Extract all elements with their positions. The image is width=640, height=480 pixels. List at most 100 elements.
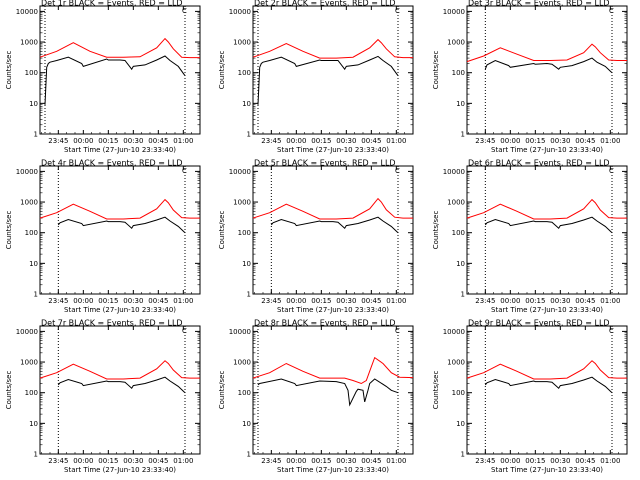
x-tick-label: 01:00 — [386, 137, 406, 145]
x-tick-label: 00:30 — [550, 137, 570, 145]
y-tick-label: 10 — [456, 260, 465, 268]
x-tick-label: 01:00 — [600, 457, 620, 465]
x-tick-label: 00:00 — [73, 457, 93, 465]
x-tick-label: 00:15 — [98, 297, 118, 305]
x-tick-label: 01:00 — [173, 457, 193, 465]
y-axis-label: Counts/sec — [5, 211, 13, 250]
plot-frame — [466, 325, 628, 455]
x-axis-label: Start Time (27-Jun-10 23:33:40) — [491, 306, 603, 314]
x-tick-label: 00:30 — [550, 297, 570, 305]
y-axis-label: Counts/sec — [218, 371, 226, 410]
x-tick-label: 01:00 — [173, 297, 193, 305]
x-tick-label: 00:15 — [525, 457, 545, 465]
x-tick-label: 00:15 — [311, 457, 331, 465]
events-series-line — [270, 216, 399, 234]
x-tick-label: 00:30 — [123, 137, 143, 145]
x-tick-label: 01:00 — [386, 297, 406, 305]
panel-title: Det 6r BLACK = Events, RED = LLD — [468, 159, 610, 168]
x-tick-label: 23:45 — [261, 297, 281, 305]
x-tick-label: 00:45 — [361, 297, 381, 305]
x-axis-label: Start Time (27-Jun-10 23:33:40) — [277, 306, 389, 314]
x-tick-label: 00:00 — [286, 137, 306, 145]
x-tick-label: 01:00 — [600, 297, 620, 305]
x-tick-label: 00:00 — [500, 137, 520, 145]
x-axis-label: Start Time (27-Jun-10 23:33:40) — [64, 306, 176, 314]
x-tick-label: 01:00 — [600, 137, 620, 145]
plot-frame — [252, 5, 414, 135]
y-tick-label: 10 — [242, 420, 251, 428]
corner-mark: C — [182, 7, 187, 15]
x-tick-label: 00:45 — [575, 457, 595, 465]
y-tick-label: 10000 — [229, 328, 251, 336]
x-tick-label: 23:45 — [475, 137, 495, 145]
y-tick-label: 1000 — [447, 359, 465, 367]
y-tick-label: 1 — [461, 451, 465, 459]
y-axis-label: Counts/sec — [218, 211, 226, 250]
y-tick-label: 100 — [452, 69, 465, 77]
y-tick-label: 10 — [242, 260, 251, 268]
events-series-line — [484, 57, 613, 74]
panel-title: Det 2r BLACK = Events, RED = LLD — [254, 0, 396, 8]
y-tick-label: 1000 — [233, 199, 251, 207]
x-tick-label: 01:00 — [173, 137, 193, 145]
x-tick-label: 00:15 — [98, 457, 118, 465]
y-axis-label: Counts/sec — [432, 51, 440, 90]
corner-mark: C — [609, 167, 614, 175]
y-tick-label: 10 — [29, 420, 38, 428]
events-series-line — [44, 55, 186, 105]
lld-series-line — [466, 360, 627, 380]
y-tick-label: 1000 — [447, 39, 465, 47]
x-tick-label: 23:45 — [48, 297, 68, 305]
x-tick-label: 00:30 — [550, 457, 570, 465]
corner-mark: C — [609, 327, 614, 335]
panel-title: Det 8r BLACK = Events, RED = LLD — [254, 319, 396, 328]
y-tick-label: 10000 — [229, 8, 251, 16]
y-tick-label: 100 — [452, 389, 465, 397]
panel-title: Det 5r BLACK = Events, RED = LLD — [254, 159, 396, 168]
plot-frame — [466, 165, 628, 295]
x-tick-label: 00:15 — [311, 137, 331, 145]
y-tick-label: 1000 — [20, 39, 38, 47]
plot-frame — [252, 325, 414, 455]
y-tick-label: 100 — [238, 69, 251, 77]
x-tick-label: 00:00 — [286, 457, 306, 465]
y-axis-label: Counts/sec — [5, 51, 13, 90]
x-tick-label: 00:45 — [361, 457, 381, 465]
y-tick-label: 1 — [247, 451, 251, 459]
corner-mark: C — [395, 7, 400, 15]
x-tick-label: 00:30 — [336, 137, 356, 145]
x-tick-label: 00:30 — [336, 457, 356, 465]
y-tick-label: 10000 — [16, 8, 38, 16]
y-tick-label: 1 — [247, 131, 251, 139]
y-axis-label: Counts/sec — [218, 51, 226, 90]
corner-mark: C — [395, 167, 400, 175]
y-tick-label: 1 — [34, 131, 38, 139]
x-tick-label: 00:15 — [525, 297, 545, 305]
y-axis-label: Counts/sec — [432, 211, 440, 250]
x-axis-label: Start Time (27-Jun-10 23:33:40) — [491, 466, 603, 474]
y-tick-label: 10 — [29, 100, 38, 108]
x-axis-label: Start Time (27-Jun-10 23:33:40) — [64, 466, 176, 474]
x-tick-label: 00:00 — [286, 297, 306, 305]
x-tick-label: 23:45 — [475, 457, 495, 465]
y-tick-label: 1 — [247, 291, 251, 299]
corner-mark: C — [182, 327, 187, 335]
panel-title: Det 3r BLACK = Events, RED = LLD — [468, 0, 610, 8]
x-tick-label: 23:45 — [261, 457, 281, 465]
x-tick-label: 00:30 — [123, 297, 143, 305]
y-tick-label: 10000 — [443, 168, 465, 176]
panel-title: Det 1r BLACK = Events, RED = LLD — [41, 0, 183, 8]
y-tick-label: 100 — [452, 229, 465, 237]
y-tick-label: 10 — [456, 100, 465, 108]
x-tick-label: 00:45 — [148, 297, 168, 305]
y-tick-label: 1 — [461, 131, 465, 139]
events-series-line — [57, 376, 186, 394]
lld-series-line — [252, 356, 414, 385]
lld-series-line — [39, 198, 200, 220]
y-tick-label: 1 — [34, 291, 38, 299]
